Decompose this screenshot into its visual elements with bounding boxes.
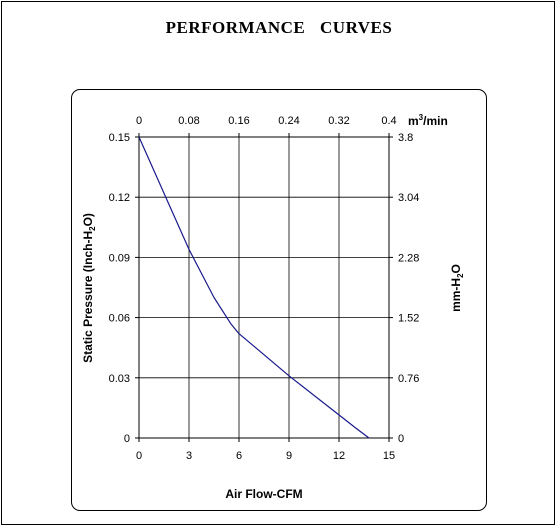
x-tick-label: 3 xyxy=(186,450,192,462)
y-tick-label: 0.15 xyxy=(109,132,130,144)
series-line xyxy=(138,136,370,439)
x2-tick-label: 0.4 xyxy=(381,115,396,127)
x2-tick-label: 0.24 xyxy=(278,115,299,127)
y2-tick-label: 3.04 xyxy=(398,192,419,204)
chart-panel xyxy=(71,89,487,511)
y-tick-label: 0.12 xyxy=(109,192,130,204)
tick-labels: 0 3 6 9 12 150 0.08 0.16 0.24 0.32 0.400.030.060.0… xyxy=(109,115,420,462)
y2-tick-label: 1.52 xyxy=(398,313,419,325)
x-tick-label: 0 xyxy=(136,450,142,462)
x-axis-label: Air Flow-CFM xyxy=(225,487,302,501)
y-tick-label: 0 xyxy=(124,433,130,445)
x-tick-label: 6 xyxy=(236,450,242,462)
x2-tick-label: 0.32 xyxy=(328,115,349,127)
series-layer xyxy=(138,136,370,439)
y2-tick-label: 3.8 xyxy=(398,132,413,144)
y-tick-label: 0.06 xyxy=(109,313,130,325)
page-title: PERFORMANCE CURVES xyxy=(165,18,393,37)
y-tick-label: 0.09 xyxy=(109,252,130,264)
y2-tick-label: 0.76 xyxy=(398,373,419,385)
axes xyxy=(135,133,393,442)
y2-tick-label: 0 xyxy=(398,433,404,445)
x-tick-label: 15 xyxy=(383,450,395,462)
y-tick-label: 0.03 xyxy=(109,373,130,385)
x-tick-label: 12 xyxy=(333,450,345,462)
y2-tick-label: 2.28 xyxy=(398,252,419,264)
plot-frame xyxy=(138,136,390,439)
x-tick-label: 9 xyxy=(286,450,292,462)
grid-lines xyxy=(139,137,389,438)
y-axis-label: Static Pressure (Inch-H2O) xyxy=(81,213,97,363)
x2-tick-label: 0.08 xyxy=(178,115,199,127)
x2-axis-label: m3/min xyxy=(408,113,448,128)
x2-tick-label: 0.16 xyxy=(228,115,249,127)
y2-axis-label: mm-H2O xyxy=(449,264,465,312)
x2-tick-label: 0 xyxy=(136,115,142,127)
